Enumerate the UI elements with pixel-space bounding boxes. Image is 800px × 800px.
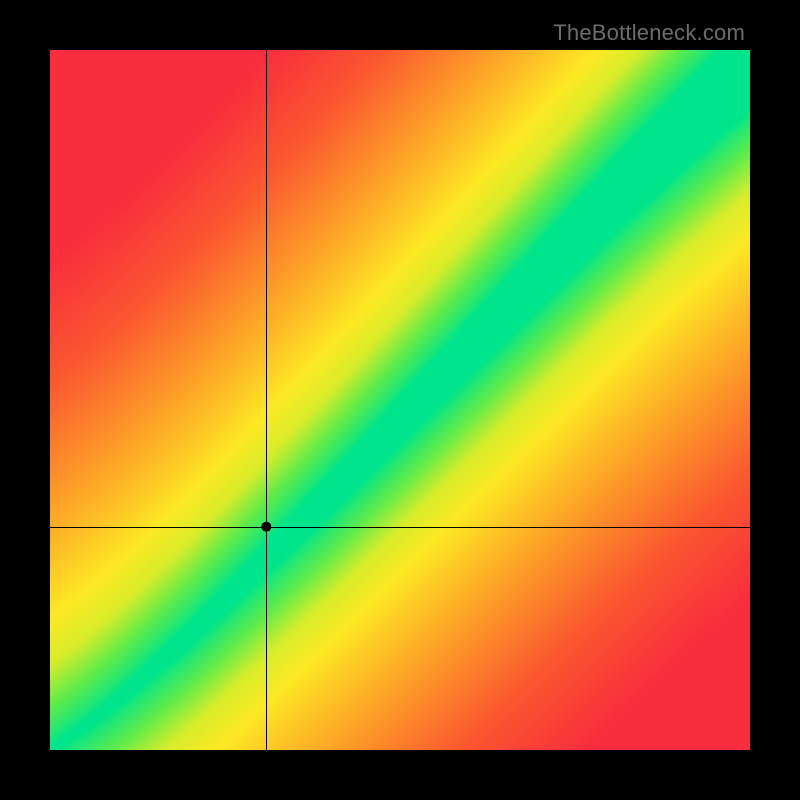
heatmap-plot-area [50, 50, 750, 750]
watermark-text: TheBottleneck.com [553, 20, 745, 46]
chart-frame: TheBottleneck.com [0, 0, 800, 800]
heatmap-canvas [50, 50, 750, 750]
